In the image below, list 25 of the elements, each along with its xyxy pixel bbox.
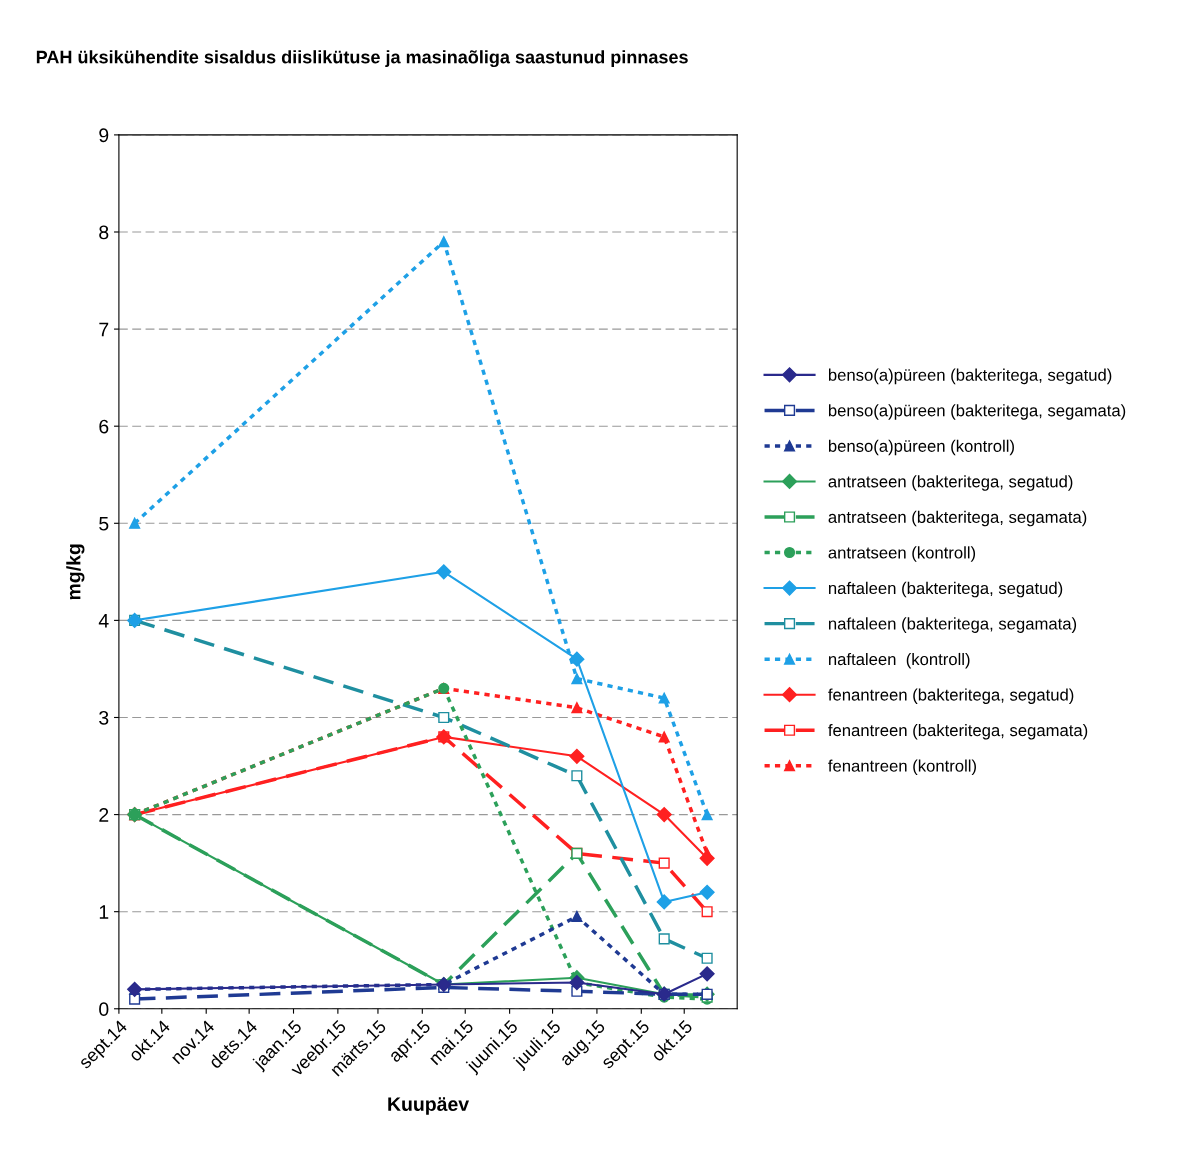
legend-label: benso(a)püreen (bakteritega, segatud) <box>828 368 1112 385</box>
y-tick-label: 6 <box>99 419 109 434</box>
legend-label: naftaleen (kontroll) <box>828 652 970 669</box>
y-tick-label: 3 <box>99 710 109 725</box>
y-tick-label: 7 <box>99 322 109 337</box>
legend-label: fenantreen (kontroll) <box>828 759 976 776</box>
legend-label: naftaleen (bakteritega, segamata) <box>828 617 1077 633</box>
legend-label: naftaleen (bakteritega, segatud) <box>828 581 1063 598</box>
y-tick-label: 2 <box>99 808 109 822</box>
x-axis-title: Kuupäev <box>388 1097 470 1115</box>
legend-label: fenantreen (bakteritega, segamata) <box>828 723 1088 740</box>
legend-label: antratseen (kontroll) <box>828 546 976 562</box>
legend-label: antratseen (bakteritega, segatud) <box>828 475 1073 491</box>
legend-label: antratseen (bakteritega, segamata) <box>828 510 1087 527</box>
y-tick-label: 1 <box>99 905 109 919</box>
legend-label: benso(a)püreen (bakteritega, segamata) <box>828 404 1126 420</box>
y-tick-label: 0 <box>99 1002 109 1017</box>
y-tick-label: 5 <box>99 516 109 531</box>
y-tick-label: 4 <box>98 614 109 628</box>
legend-label: fenantreen (bakteritega, segatud) <box>828 688 1074 704</box>
y-tick-label: 9 <box>99 128 109 143</box>
y-tick-label: 8 <box>99 225 109 240</box>
chart-title: PAH üksikühendite sisaldus diislikütuse ja masinaõliga saastunud pinnases <box>36 50 688 68</box>
y-axis-title: mg/kg <box>66 544 85 600</box>
legend-label: benso(a)püreen (kontroll) <box>828 439 1014 456</box>
